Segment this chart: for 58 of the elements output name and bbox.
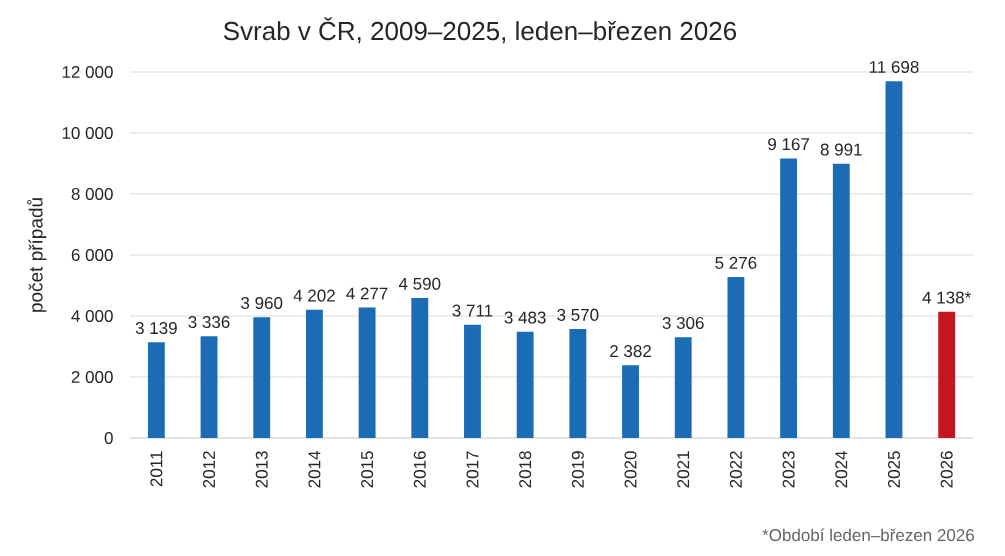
y-tick-label: 10 000: [62, 126, 113, 140]
data-label: 3 570: [557, 308, 599, 321]
x-tick-label: 2011: [150, 451, 163, 487]
bar: [885, 81, 903, 438]
data-label: 3 306: [662, 316, 704, 329]
bar: [358, 307, 376, 438]
y-tick-label: 8 000: [71, 187, 113, 201]
data-label: 4 138*: [922, 291, 971, 304]
x-tick-label: 2023: [782, 451, 795, 488]
bar: [516, 331, 534, 438]
data-label: 3 483: [504, 311, 546, 324]
x-tick-label: 2013: [255, 451, 268, 488]
x-tick-label: 2020: [624, 451, 637, 488]
x-tick-label: 2024: [835, 451, 848, 488]
x-tick-label: 2016: [413, 451, 426, 488]
bar: [674, 337, 692, 438]
bar: [147, 342, 165, 438]
bar: [200, 336, 218, 438]
data-label: 8 991: [820, 143, 862, 156]
x-tick-label: 2021: [677, 451, 690, 488]
x-tick-label: 2026: [940, 451, 953, 488]
data-label: 4 590: [398, 277, 441, 290]
bar: [464, 324, 481, 438]
data-label: 9 167: [768, 138, 809, 151]
x-tick-label: 2025: [887, 451, 900, 488]
bar: [832, 163, 850, 438]
bar: [780, 158, 798, 438]
x-tick-label: 2019: [571, 451, 584, 488]
bar: [938, 311, 956, 438]
bar: [253, 317, 271, 438]
data-label: 3 336: [188, 316, 230, 329]
bar: [411, 297, 429, 438]
y-tick-label: 4 000: [71, 309, 113, 323]
text: *Období leden–březen 2026: [762, 528, 974, 542]
data-label: 3 960: [241, 296, 283, 310]
bar: [569, 329, 587, 438]
data-label: 3 711: [452, 304, 493, 317]
x-tick-label: 2018: [519, 451, 532, 488]
y-axis-title: počet případů: [27, 198, 47, 312]
data-label: 5 276: [715, 256, 757, 269]
chart-title: Svrab v ČR, 2009–2025, leden–březen 2026: [223, 17, 737, 44]
bar: [622, 365, 639, 438]
data-label: 4 277: [346, 287, 388, 300]
x-tick-label: 2015: [361, 451, 374, 488]
data-label: 4 202: [293, 289, 335, 302]
bar: [305, 309, 323, 438]
x-tick-label: 2017: [466, 451, 479, 488]
y-tick-label: 6 000: [71, 248, 113, 262]
x-tick-label: 2014: [308, 451, 321, 488]
data-label: 3 139: [135, 322, 177, 335]
bar: [727, 277, 745, 438]
x-tick-label: 2012: [203, 451, 216, 488]
y-tick-label: 12 000: [62, 65, 113, 79]
y-tick-label: 2 000: [71, 370, 113, 384]
data-label: 2 382: [610, 345, 651, 358]
y-tick-label: 0: [104, 431, 113, 445]
data-label: 11 698: [869, 60, 919, 74]
x-tick-label: 2022: [729, 451, 742, 488]
